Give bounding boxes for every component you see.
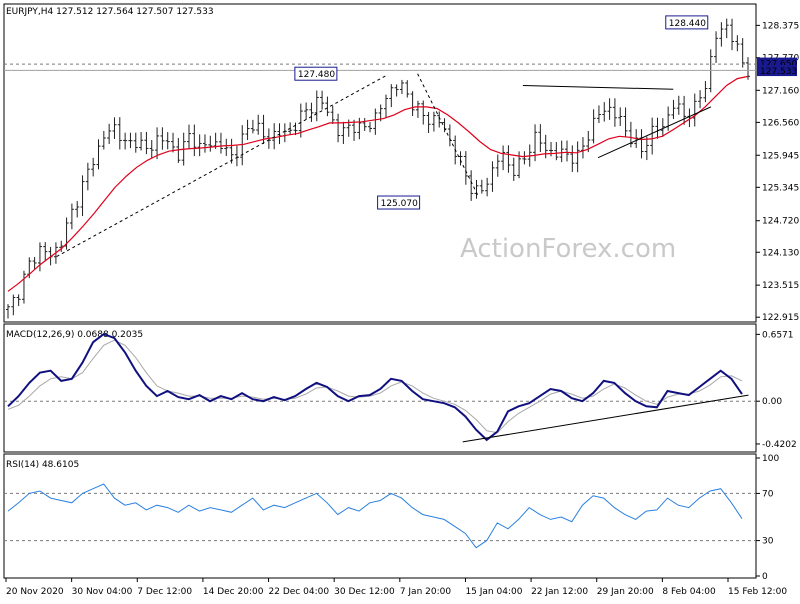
annotation-box-2 bbox=[665, 15, 709, 30]
panel-frame-1 bbox=[3, 323, 757, 453]
time-tick-label: 20 Nov 2020 bbox=[6, 587, 64, 597]
price-trendline-3 bbox=[597, 106, 712, 159]
axis-price-label-1: 127.533 bbox=[760, 67, 797, 77]
axis-price-label-0: 127.650 bbox=[760, 60, 797, 70]
price-moving-average bbox=[7, 75, 749, 292]
time-tick-label: 8 Feb 04:00 bbox=[662, 587, 716, 597]
time-tick-label: 22 Dec 04:00 bbox=[269, 587, 330, 597]
rsi-tick-label: 70 bbox=[762, 489, 774, 499]
annotation-box-0 bbox=[294, 66, 338, 81]
axis-price-box-0 bbox=[757, 57, 797, 69]
rsi-tick-label: 0 bbox=[762, 572, 768, 582]
annotation-label-2: 128.440 bbox=[669, 19, 706, 29]
macd-main-line bbox=[7, 332, 743, 442]
rsi-tick-label: 30 bbox=[762, 537, 774, 547]
rsi-line bbox=[7, 483, 743, 549]
price-tick-label: 123.515 bbox=[762, 281, 799, 291]
axis-price-box-1 bbox=[757, 65, 797, 77]
time-tick-label: 7 Dec 12:00 bbox=[137, 587, 192, 597]
time-tick-label: 7 Jan 20:00 bbox=[400, 587, 452, 597]
rsi-legend: RSI(14) 48.6105 bbox=[6, 460, 79, 470]
annotation-label-1: 125.070 bbox=[381, 199, 418, 209]
macd-tick-label: 0.00 bbox=[762, 397, 782, 407]
annotation-label-0: 127.480 bbox=[298, 70, 335, 80]
symbol-header: EURJPY,H4 127.512 127.564 127.507 127.53… bbox=[6, 7, 214, 17]
annotation-box-1 bbox=[377, 195, 421, 210]
rsi-tick-label: 100 bbox=[762, 454, 779, 464]
price-tick-label: 128.375 bbox=[762, 21, 799, 31]
macd-signal-line bbox=[7, 339, 743, 434]
price-tick-label: 125.945 bbox=[762, 151, 799, 161]
time-tick-label: 14 Dec 20:00 bbox=[203, 587, 264, 597]
price-tick-label: 122.915 bbox=[762, 313, 799, 323]
time-tick-label: 30 Dec 12:00 bbox=[334, 587, 395, 597]
macd-tick-label: 0.6571 bbox=[762, 330, 794, 340]
price-trendline-1 bbox=[417, 73, 479, 196]
price-tick-label: 124.720 bbox=[762, 217, 799, 227]
price-trendline-0 bbox=[56, 74, 388, 257]
watermark-text: ActionForex.com bbox=[460, 234, 676, 264]
time-tick-label: 30 Nov 04:00 bbox=[72, 587, 133, 597]
time-tick-label: 15 Jan 04:00 bbox=[465, 587, 522, 597]
macd-legend: MACD(12,26,9) 0.0688 0.2035 bbox=[6, 330, 143, 340]
price-tick-label: 127.160 bbox=[762, 86, 799, 96]
time-tick-label: 22 Jan 12:00 bbox=[531, 587, 588, 597]
price-tick-label: 126.560 bbox=[762, 118, 799, 128]
panel-frame-2 bbox=[3, 453, 757, 579]
macd-tick-label: -0.4202 bbox=[762, 440, 797, 450]
price-trendline-2 bbox=[522, 85, 674, 90]
price-tick-label: 125.345 bbox=[762, 183, 799, 193]
time-tick-label: 15 Feb 12:00 bbox=[728, 587, 787, 597]
time-tick-label: 29 Jan 20:00 bbox=[597, 587, 654, 597]
macd-trendline bbox=[462, 394, 749, 443]
panel-frame-0 bbox=[3, 3, 757, 323]
price-tick-label: 124.130 bbox=[762, 248, 799, 258]
